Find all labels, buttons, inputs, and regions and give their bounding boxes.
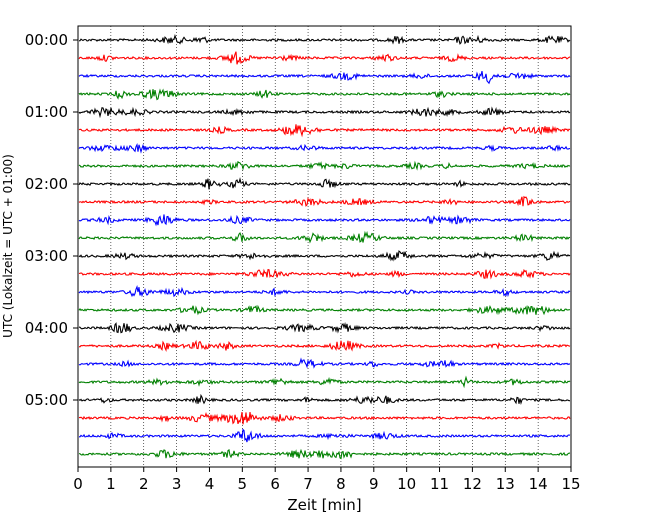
y-tick-label: 05:00 (25, 391, 68, 409)
x-tick-label: 4 (205, 475, 215, 493)
x-axis-label: Zeit [min] (287, 496, 361, 514)
trace-line (78, 250, 571, 262)
plot-frame (77, 25, 572, 468)
trace-line (78, 411, 571, 425)
x-tick-label: 5 (238, 475, 248, 493)
trace-line (78, 268, 571, 280)
trace-group (78, 33, 571, 460)
trace-line (78, 143, 571, 154)
trace-line (78, 177, 571, 190)
x-tick-label: 6 (270, 475, 280, 493)
trace-line (78, 428, 571, 443)
trace-line (78, 195, 571, 207)
trace-line (78, 51, 571, 65)
x-tick-label: 2 (139, 475, 149, 493)
x-tick-label: 10 (397, 475, 416, 493)
trace-line (78, 393, 571, 405)
x-axis-ticks: 0 1 2 3 4 5 6 7 8 9 10 11 12 13 14 15 (73, 467, 581, 493)
x-tick-label: 15 (561, 475, 580, 493)
trace-line (78, 448, 571, 460)
trace-line (78, 357, 571, 369)
y-tick-label: 02:00 (25, 175, 68, 193)
y-axis-label: UTC (Lokalzeit = UTC + 01:00) (1, 154, 15, 338)
y-axis-ticks: 00:00 01:00 02:00 03:00 04:00 05:00 (25, 31, 78, 409)
x-tick-label: 11 (430, 475, 449, 493)
x-tick-label: 0 (73, 475, 83, 493)
y-tick-label: 04:00 (25, 319, 68, 337)
trace-line (78, 230, 571, 244)
x-tick-label: 7 (303, 475, 313, 493)
x-tick-label: 13 (496, 475, 515, 493)
x-tick-label: 9 (369, 475, 379, 493)
trace-line (78, 322, 571, 334)
trace-line (78, 214, 571, 227)
y-tick-label: 03:00 (25, 247, 68, 265)
trace-line (78, 33, 571, 45)
trace-line (78, 160, 571, 171)
trace-line (78, 339, 571, 352)
trace-line (78, 375, 571, 389)
x-tick-label: 1 (106, 475, 116, 493)
trace-line (78, 70, 571, 85)
y-tick-label: 00:00 (25, 31, 68, 49)
x-tick-label: 3 (172, 475, 182, 493)
trace-line (78, 304, 571, 316)
x-tick-label: 12 (463, 475, 482, 493)
trace-line (78, 106, 571, 119)
y-tick-label: 01:00 (25, 103, 68, 121)
trace-line (78, 285, 571, 298)
x-tick-label: 8 (336, 475, 346, 493)
trace-line (78, 88, 571, 101)
trace-line (78, 124, 571, 138)
x-tick-label: 14 (529, 475, 548, 493)
